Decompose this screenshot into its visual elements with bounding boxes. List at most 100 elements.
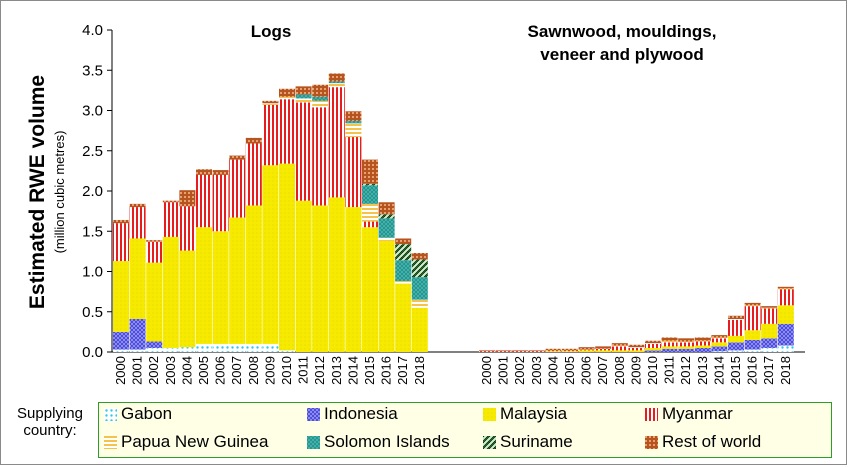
bar-processed-myanmar-2010 xyxy=(645,343,661,348)
x-tick-label: 2007 xyxy=(595,356,610,385)
bar-logs-rest-of-world-2001 xyxy=(129,203,146,208)
bar-logs-malaysia-2007 xyxy=(229,217,246,344)
legend-label: Malaysia xyxy=(500,404,568,423)
x-tick-label: 2001 xyxy=(130,356,145,385)
x-tick-label: 2003 xyxy=(163,356,178,385)
bar-logs-suriname-2018 xyxy=(411,259,428,278)
bar-logs-rest-of-world-2009 xyxy=(262,100,279,104)
bar-logs-gabon-2010 xyxy=(279,350,295,352)
bar-processed-myanmar-2008 xyxy=(611,346,628,351)
legend-item-indonesia: Indonesia xyxy=(307,404,398,424)
bar-logs-papua-new-guinea-2011 xyxy=(295,98,312,103)
bar-logs-malaysia-2003 xyxy=(162,236,179,348)
bar-logs-myanmar-2011 xyxy=(295,102,312,201)
bar-processed-papua-new-guinea-2009 xyxy=(628,347,645,348)
bar-logs-rest-of-world-2010 xyxy=(279,88,295,97)
panel-title-logs: Logs xyxy=(251,22,292,41)
bar-processed-malaysia-2018 xyxy=(777,305,794,324)
bar-logs-suriname-2015 xyxy=(362,183,378,186)
bar-processed-myanmar-2014 xyxy=(711,338,728,343)
x-tick-label: 2016 xyxy=(379,356,394,385)
x-tick-label: 2012 xyxy=(678,356,693,385)
bar-logs-rest-of-world-2007 xyxy=(229,155,246,160)
bar-logs-malaysia-2013 xyxy=(328,197,345,352)
bar-processed-malaysia-2008 xyxy=(611,350,628,352)
bar-logs-malaysia-2018 xyxy=(411,307,428,352)
bar-processed-myanmar-2003 xyxy=(528,351,545,352)
bar-processed-gabon-2016 xyxy=(744,349,761,352)
bar-logs-rest-of-world-2006 xyxy=(212,170,229,175)
x-tick-label: 2003 xyxy=(529,356,544,385)
x-tick-label: 2016 xyxy=(745,356,760,385)
bar-logs-rest-of-world-2013 xyxy=(328,73,345,82)
bar-logs-papua-new-guinea-2017 xyxy=(395,281,412,284)
bar-logs-rest-of-world-2000 xyxy=(113,219,129,224)
panel-title-processed-line-2: veneer and plywood xyxy=(540,45,703,64)
x-tick-label: 2017 xyxy=(395,356,410,385)
y-tick-label: 0.0 xyxy=(82,344,103,361)
bar-logs-papua-new-guinea-2012 xyxy=(312,100,329,108)
legend-swatch-solomon-islands xyxy=(307,435,320,449)
y-axis-label: Estimated RWE volume xyxy=(26,75,49,309)
bar-processed-indonesia-2014 xyxy=(711,346,728,352)
bar-logs-malaysia-2002 xyxy=(146,262,163,342)
bar-processed-malaysia-2015 xyxy=(728,335,744,343)
bar-processed-rest-of-world-2014 xyxy=(711,335,728,338)
legend-label: Gabon xyxy=(121,404,173,423)
bar-processed-rest-of-world-2012 xyxy=(678,338,695,342)
x-tick-label: 2008 xyxy=(246,356,261,385)
bar-processed-indonesia-2017 xyxy=(761,338,778,348)
legend-label: Suriname xyxy=(500,432,573,451)
bar-processed-malaysia-2016 xyxy=(744,330,761,340)
x-tick-label: 2006 xyxy=(579,356,594,385)
bar-logs-gabon-2001 xyxy=(129,349,146,352)
bar-logs-malaysia-2011 xyxy=(295,200,312,352)
bars xyxy=(113,73,794,352)
bar-processed-myanmar-2017 xyxy=(761,308,778,324)
bar-processed-malaysia-2007 xyxy=(595,350,612,352)
bar-processed-rest-of-world-2011 xyxy=(661,337,678,341)
y-tick-label: 0.5 xyxy=(82,304,103,321)
bar-logs-indonesia-2000 xyxy=(113,331,129,350)
bar-processed-malaysia-2006 xyxy=(578,350,595,352)
bar-processed-indonesia-2011 xyxy=(661,348,678,352)
bar-logs-solomon-islands-2013 xyxy=(328,81,345,84)
bar-processed-indonesia-2013 xyxy=(694,347,711,352)
bar-processed-malaysia-2012 xyxy=(678,346,695,349)
bar-logs-myanmar-2012 xyxy=(312,107,329,206)
bar-logs-solomon-islands-2018 xyxy=(411,277,428,300)
bar-logs-malaysia-2010 xyxy=(279,163,295,351)
legend: Gabon Indonesia Malaysia Myanmar Papua New G… xyxy=(98,402,832,458)
y-tick-label: 1.0 xyxy=(82,264,103,281)
legend-label: Indonesia xyxy=(324,404,398,423)
bar-logs-malaysia-2017 xyxy=(395,283,412,352)
x-tick-label: 2007 xyxy=(229,356,244,385)
bar-processed-malaysia-2013 xyxy=(694,345,711,348)
bar-processed-gabon-2018 xyxy=(777,345,794,352)
y-tick-label: 1.5 xyxy=(82,223,103,240)
bar-logs-myanmar-2015 xyxy=(362,221,378,228)
bar-processed-rest-of-world-2015 xyxy=(728,315,744,319)
legend-label: Rest of world xyxy=(662,432,762,451)
bar-processed-papua-new-guinea-2014 xyxy=(711,337,728,339)
bar-processed-papua-new-guinea-2011 xyxy=(661,340,678,343)
bar-logs-papua-new-guinea-2016 xyxy=(378,237,395,241)
bar-processed-myanmar-2012 xyxy=(678,342,695,347)
x-tick-label: 2012 xyxy=(312,356,327,385)
x-tick-label: 2004 xyxy=(179,356,194,385)
bar-logs-solomon-islands-2016 xyxy=(378,218,395,238)
x-tick-label: 2011 xyxy=(662,356,677,384)
legend-swatch-papua-new-guinea xyxy=(104,435,117,449)
bar-logs-myanmar-2013 xyxy=(328,87,345,198)
bar-logs-rest-of-world-2008 xyxy=(245,137,262,144)
y-tick-label: 3.0 xyxy=(82,103,103,120)
bar-logs-solomon-islands-2015 xyxy=(362,185,378,204)
bar-processed-malaysia-2014 xyxy=(711,342,728,347)
bar-logs-myanmar-2007 xyxy=(229,159,246,218)
legend-item-papua-new-guinea: Papua New Guinea xyxy=(104,432,268,452)
bar-logs-malaysia-2016 xyxy=(378,240,395,352)
bar-processed-myanmar-2002 xyxy=(512,351,529,352)
bar-logs-indonesia-2002 xyxy=(146,341,163,348)
